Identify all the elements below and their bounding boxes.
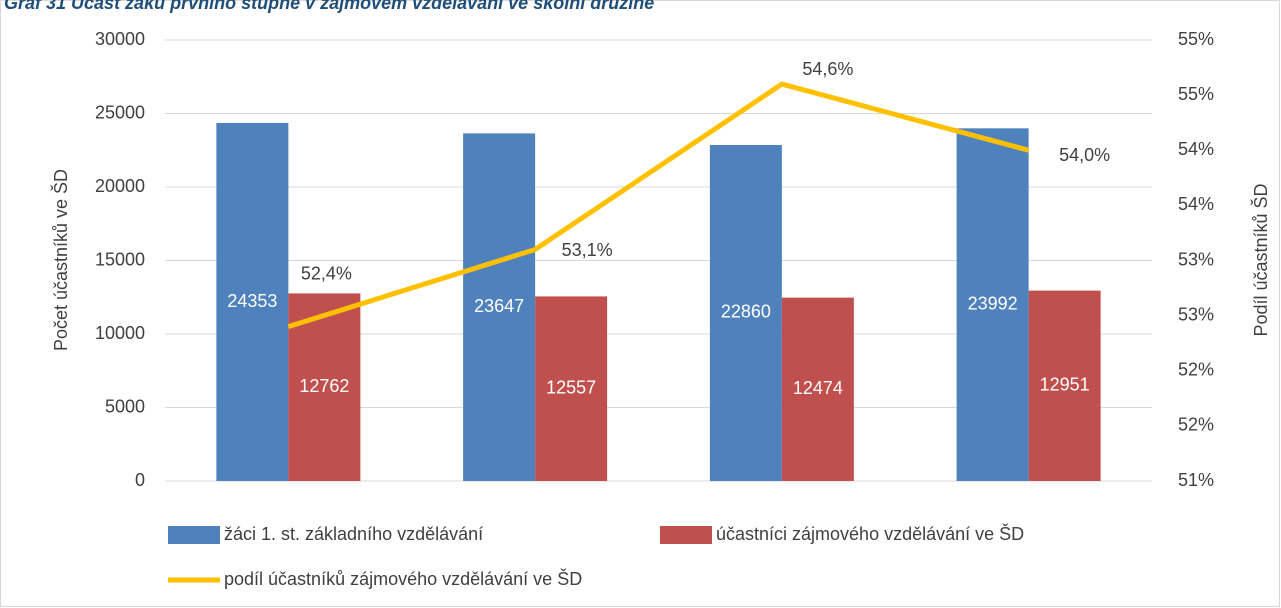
bar-value-label: 12951: [1040, 375, 1090, 395]
line-value-label: 52,4%: [301, 263, 352, 283]
y-tick-label: 20000: [95, 176, 145, 196]
y2-tick-label: 51%: [1178, 470, 1214, 490]
bar-value-label: 12474: [793, 378, 843, 398]
y2-tick-label: 52%: [1178, 360, 1214, 380]
y2-tick-label: 53%: [1178, 304, 1214, 324]
legend-label: podíl účastníků zájmového vzdělávání ve …: [224, 568, 582, 589]
bar-value-label: 22860: [721, 302, 771, 322]
y-tick-label: 0: [135, 470, 145, 490]
bar: [463, 133, 536, 481]
y-tick-label: 15000: [95, 249, 145, 269]
legend-label: žáci 1. st. základního vzdělávání: [224, 524, 483, 544]
legend-swatch: [660, 526, 712, 544]
y-tick-label: 30000: [95, 29, 145, 49]
bar-value-label: 12762: [299, 376, 349, 396]
bar: [781, 297, 854, 481]
y2-tick-label: 54%: [1178, 194, 1214, 214]
y-tick-label: 10000: [95, 323, 145, 343]
bar-value-label: 23647: [474, 296, 524, 316]
bar: [1028, 290, 1101, 481]
y2-tick-label: 55%: [1178, 29, 1214, 49]
y2-tick-label: 53%: [1178, 249, 1214, 269]
y-tick-label: 25000: [95, 102, 145, 122]
line-series: [287, 81, 1030, 330]
bar: [535, 296, 608, 481]
y-axis-label: Počet účastníků ve ŠD: [50, 169, 71, 351]
line-value-label: 54,0%: [1059, 145, 1110, 165]
line-value-label: 53,1%: [562, 240, 613, 260]
bar-value-label: 23992: [968, 293, 1018, 313]
bar-value-label: 12557: [546, 377, 596, 397]
line-value-label: 54,6%: [802, 59, 853, 79]
bar: [216, 123, 289, 482]
chart-title: Graf 31 Účast žáků prvního stupně v zájm…: [4, 0, 654, 13]
bar: [956, 128, 1029, 481]
y-tick-label: 5000: [105, 396, 145, 416]
y2-tick-label: 52%: [1178, 415, 1214, 435]
y2-tick-label: 54%: [1178, 139, 1214, 159]
bar: [709, 144, 782, 481]
legend-label: účastníci zájmového vzdělávání ve ŠD: [716, 523, 1024, 544]
legend-swatch: [168, 526, 220, 544]
y2-axis-label: Podíl účastníků ŠD: [1250, 183, 1271, 336]
y2-tick-label: 55%: [1178, 84, 1214, 104]
bar-value-label: 24353: [227, 291, 277, 311]
